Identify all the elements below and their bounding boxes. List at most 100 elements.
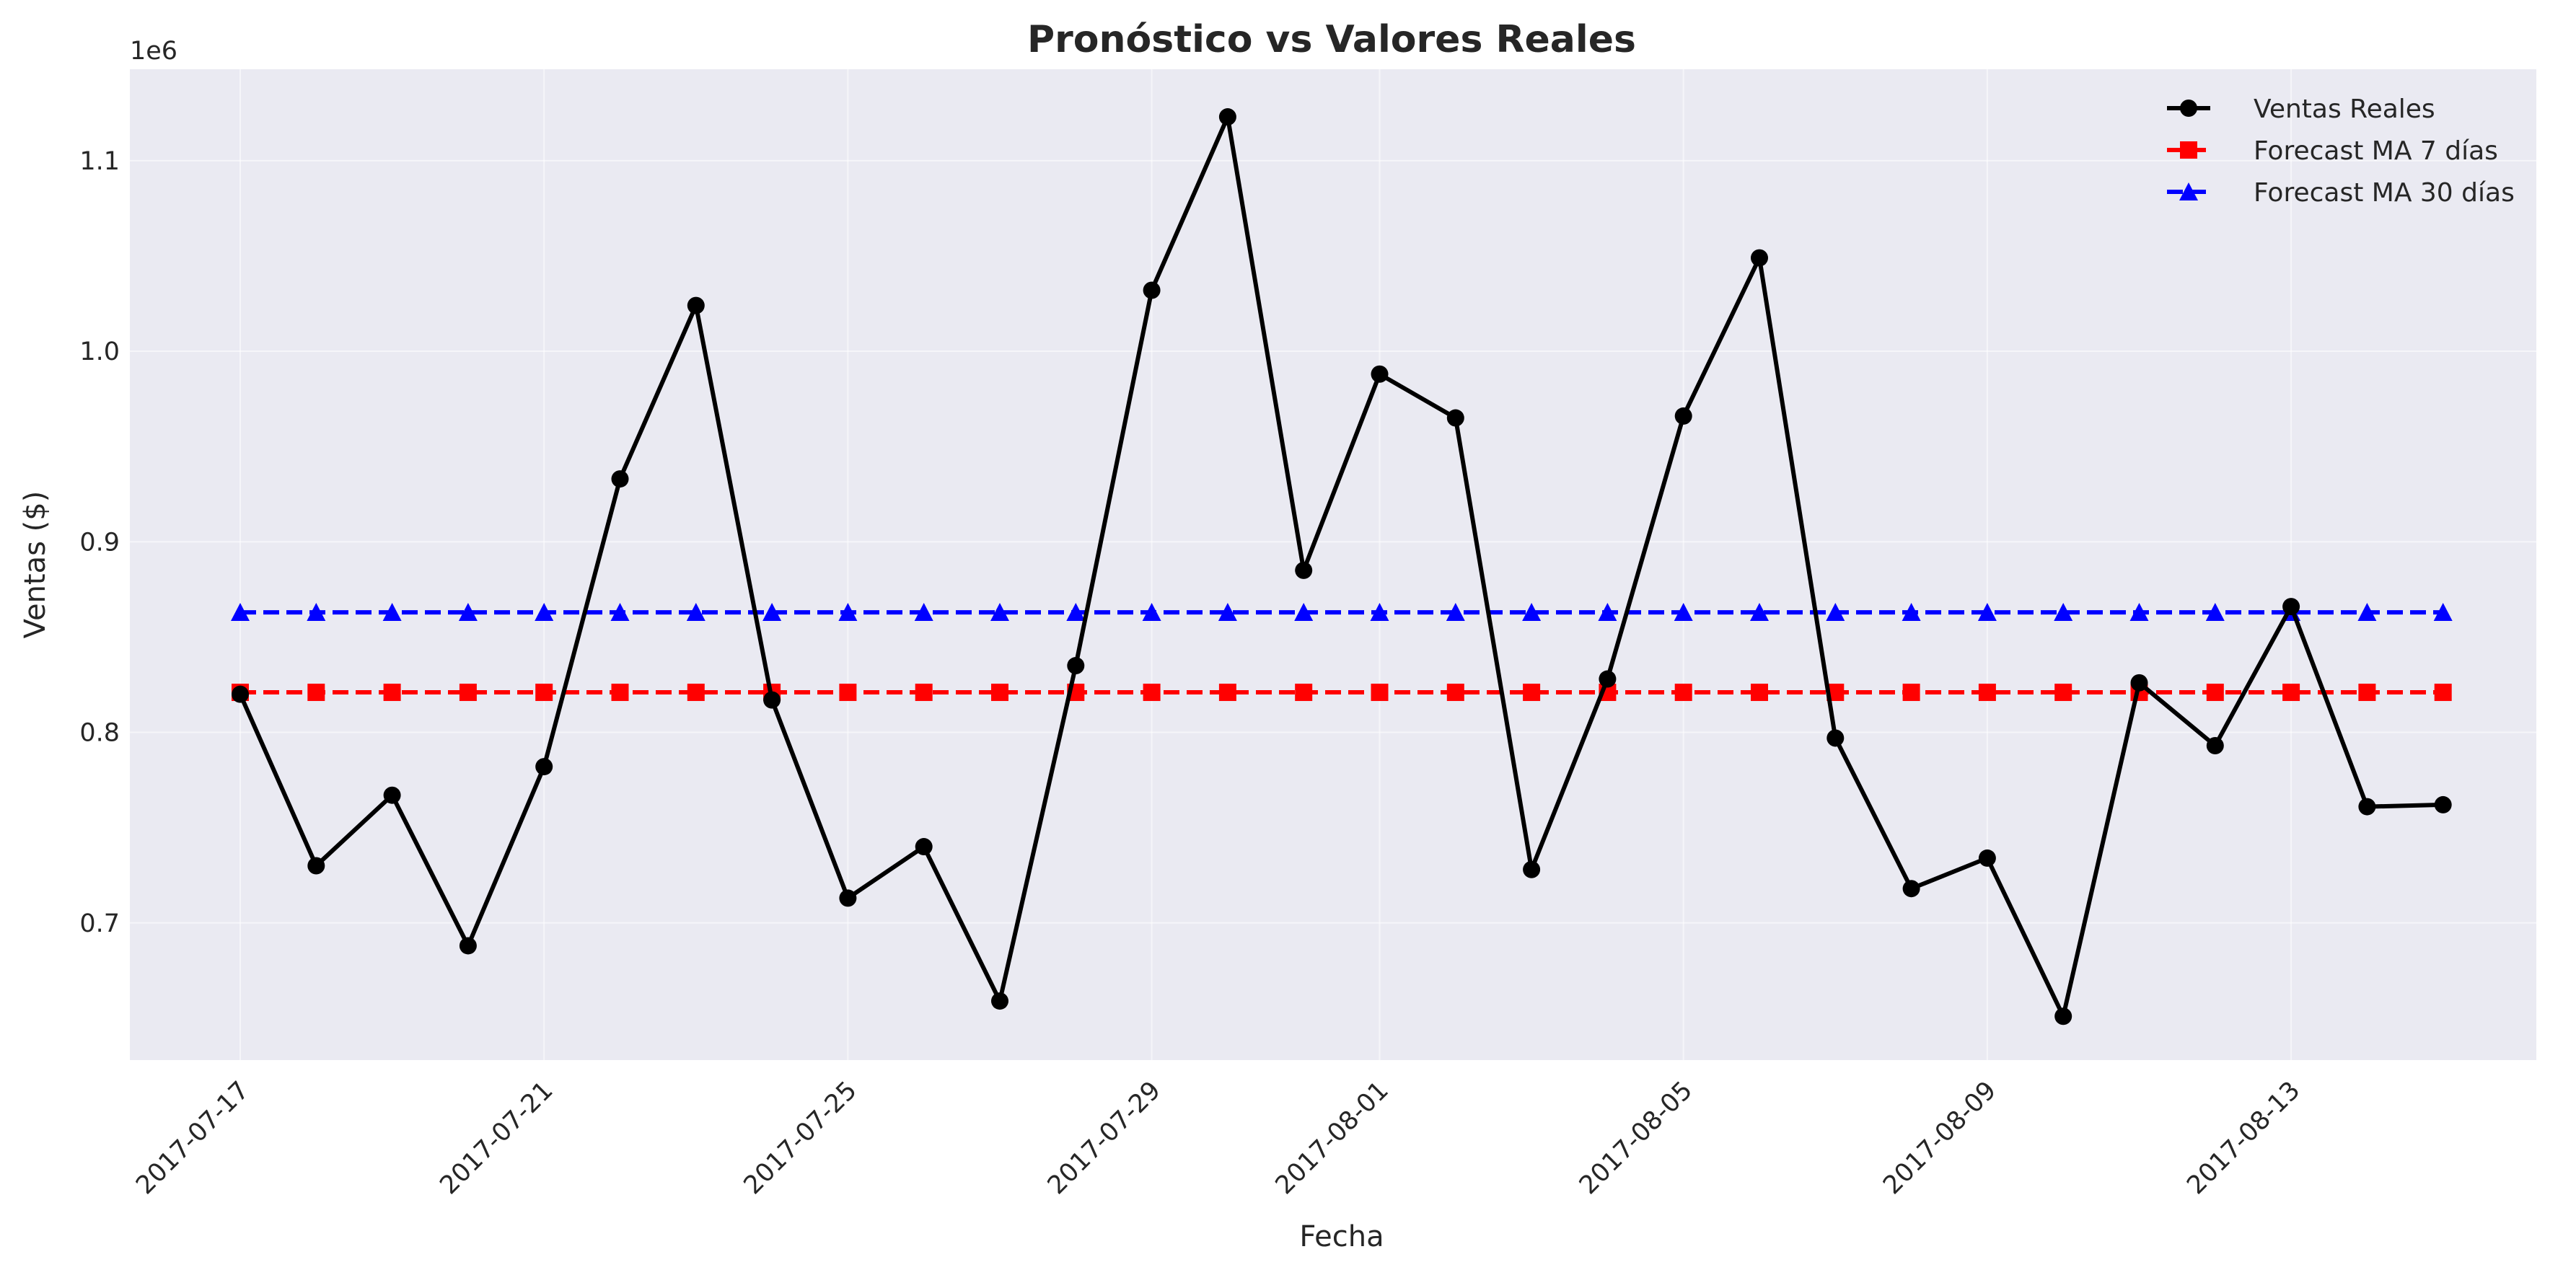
data-point — [990, 603, 1009, 622]
x-tick-label: 2017-08-01 — [1270, 1076, 1394, 1200]
data-point — [2357, 603, 2377, 622]
data-point — [1978, 684, 1996, 702]
data-point — [1218, 603, 1237, 622]
data-point — [1826, 603, 1845, 622]
data-point — [459, 684, 477, 702]
x-tick-label: 2017-08-09 — [1878, 1076, 2002, 1200]
data-point — [915, 838, 933, 856]
chart-title: Pronóstico vs Valores Reales — [1027, 18, 1636, 61]
data-point — [307, 684, 325, 702]
y-tick-label: 1.0 — [79, 338, 120, 366]
data-point — [2054, 684, 2072, 702]
data-point — [1674, 407, 1692, 425]
data-point — [839, 889, 857, 907]
data-point — [307, 857, 325, 875]
y-axis-ticks: 0.7 0.8 0.9 1.0 1.1 — [79, 147, 120, 938]
data-point — [838, 603, 858, 622]
data-point — [611, 470, 629, 488]
legend-label-forecast-ma-30: Forecast MA 30 días — [2254, 178, 2515, 208]
data-point — [2206, 684, 2224, 702]
data-point — [2206, 737, 2224, 755]
data-point — [763, 691, 781, 709]
legend-marker-forecast-ma-7 — [2180, 141, 2197, 159]
y-tick-label: 0.7 — [79, 909, 120, 938]
y-tick-label: 0.8 — [79, 719, 120, 748]
data-point — [1067, 657, 1085, 675]
data-point — [1902, 880, 1920, 898]
data-point — [1750, 603, 1769, 622]
data-point — [1978, 849, 1996, 867]
data-point — [2130, 674, 2148, 692]
data-point — [687, 296, 705, 314]
data-point — [1295, 684, 1313, 702]
data-point — [762, 603, 782, 622]
data-point — [1827, 729, 1845, 747]
x-axis-ticks: 2017-07-17 2017-07-21 2017-07-25 2017-07-29… — [131, 1076, 2305, 1200]
x-tick-label: 2017-07-17 — [131, 1076, 255, 1200]
data-point — [1674, 684, 1692, 702]
data-point — [1143, 281, 1161, 299]
data-point — [458, 603, 478, 622]
data-point — [1294, 603, 1314, 622]
series-layer — [231, 108, 2453, 1025]
data-point — [914, 603, 933, 622]
data-point — [535, 758, 553, 776]
x-axis-label: Fecha — [1299, 1220, 1384, 1253]
data-point — [1977, 603, 1997, 622]
y-axis-label: Ventas ($) — [19, 491, 52, 639]
data-point — [2358, 684, 2376, 702]
data-point — [915, 684, 933, 702]
legend-item-forecast-ma-7: Forecast MA 7 días — [2167, 136, 2498, 166]
x-tick-label: 2017-08-05 — [1574, 1076, 1698, 1200]
y-tick-label: 0.9 — [79, 528, 120, 557]
legend-marker-ventas-reales — [2180, 100, 2197, 117]
data-point — [232, 685, 249, 703]
series-forecast-ma-7-d-as — [232, 684, 2452, 702]
data-point — [839, 684, 857, 702]
data-point — [382, 603, 402, 622]
data-point — [535, 603, 554, 622]
data-point — [1523, 860, 1541, 878]
x-tick-label: 2017-08-13 — [2181, 1076, 2305, 1200]
data-point — [2054, 603, 2073, 622]
y-offset-label: 1e6 — [130, 37, 177, 66]
legend-item-ventas-reales: Ventas Reales — [2167, 94, 2435, 124]
data-point — [2205, 603, 2225, 622]
series-forecast-ma-30-d-as — [231, 603, 2453, 622]
plot-area — [130, 69, 2536, 1060]
data-point — [1599, 670, 1617, 688]
data-point — [1523, 684, 1541, 702]
data-point — [535, 684, 553, 702]
data-point — [1751, 249, 1768, 267]
data-point — [991, 992, 1008, 1010]
data-point — [1218, 684, 1236, 702]
data-point — [611, 684, 629, 702]
data-point — [1674, 603, 1693, 622]
data-point — [1066, 603, 1086, 622]
data-point — [991, 684, 1008, 702]
x-tick-label: 2017-07-25 — [739, 1076, 863, 1200]
data-point — [1902, 684, 1920, 702]
data-point — [1143, 684, 1161, 702]
data-point — [2054, 1007, 2072, 1025]
data-point — [2282, 684, 2300, 702]
data-point — [1522, 603, 1542, 622]
data-point — [1446, 409, 1464, 427]
data-point — [1142, 603, 1161, 622]
data-point — [686, 603, 705, 622]
series-line-ventas-reales — [238, 115, 2443, 1019]
data-point — [1902, 603, 1921, 622]
data-point — [1371, 365, 1389, 383]
x-tick-label: 2017-07-29 — [1042, 1076, 1166, 1200]
data-point — [1598, 603, 1617, 622]
legend-label-forecast-ma-7: Forecast MA 7 días — [2254, 136, 2498, 166]
data-point — [1295, 561, 1313, 579]
data-point — [307, 603, 326, 622]
data-point — [1751, 684, 1768, 702]
x-tick-label: 2017-07-21 — [434, 1076, 558, 1200]
data-point — [1371, 684, 1389, 702]
data-point — [2433, 603, 2453, 622]
data-point — [687, 684, 705, 702]
series-ventas-reales — [232, 108, 2452, 1025]
